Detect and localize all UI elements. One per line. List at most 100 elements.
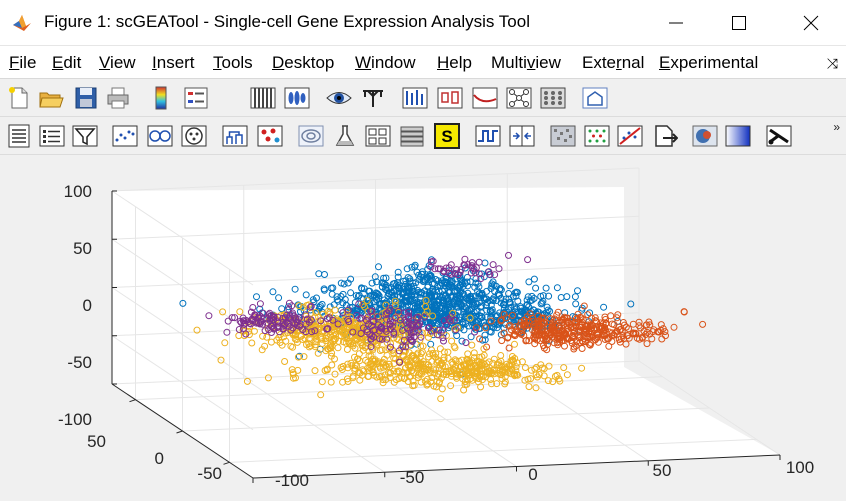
flask-button[interactable] — [332, 123, 358, 149]
scatter-point — [417, 350, 425, 357]
menu-edit[interactable]: Edit — [52, 53, 82, 72]
scatter-point — [407, 329, 415, 337]
grid-network-button[interactable] — [540, 85, 566, 111]
scatter-point — [354, 292, 362, 300]
split-button[interactable] — [509, 123, 535, 149]
target-button[interactable] — [181, 123, 207, 149]
y-tick-label: 50 — [87, 432, 106, 451]
open-file-button[interactable] — [38, 85, 64, 111]
close-button[interactable] — [788, 0, 834, 46]
house-icon — [582, 87, 608, 109]
scatter-point — [544, 377, 552, 385]
bar-markers-button[interactable] — [402, 85, 428, 111]
scatter-point — [458, 337, 466, 345]
print-button[interactable] — [105, 85, 131, 111]
save-icon — [75, 87, 97, 109]
colorbar-button[interactable] — [148, 85, 174, 111]
list-button[interactable] — [39, 123, 65, 149]
scatter-point — [323, 332, 330, 340]
x-tick-label: 50 — [653, 461, 672, 480]
scatter-point — [251, 311, 259, 319]
scatter-point — [421, 276, 428, 284]
scatter-point — [530, 295, 538, 302]
scatter-point — [414, 304, 422, 312]
scatter-point — [259, 320, 267, 328]
stripes-button[interactable] — [250, 85, 276, 111]
blob-button[interactable] — [692, 123, 718, 149]
export-button[interactable] — [652, 123, 678, 149]
diagonal-button[interactable] — [617, 123, 643, 149]
gradient-button[interactable] — [725, 123, 751, 149]
scatter-point — [493, 316, 500, 324]
scatter-point — [543, 346, 551, 354]
scatter-point — [374, 358, 382, 366]
scatter-point — [383, 309, 391, 317]
s-badge-button[interactable]: S — [434, 123, 460, 149]
scatter-point — [358, 285, 366, 293]
boxplot-button[interactable] — [437, 85, 463, 111]
z-tick-label: -100 — [58, 410, 92, 429]
scatter-point — [567, 317, 575, 325]
new-figure-button[interactable] — [6, 85, 32, 111]
scatter-point — [613, 328, 621, 336]
menu-experimental[interactable]: Experimental — [659, 53, 759, 72]
violin-button[interactable] — [284, 85, 310, 111]
scatter-point — [544, 306, 552, 314]
ellipse-button[interactable] — [298, 123, 324, 149]
minimize-button[interactable] — [653, 0, 699, 46]
menu-file[interactable]: File — [9, 53, 37, 72]
scatter-point — [405, 319, 413, 327]
house-button[interactable] — [582, 85, 608, 111]
scatter-point — [427, 263, 435, 271]
axis-line — [223, 461, 230, 465]
blob-icon — [692, 125, 718, 147]
menu-help[interactable]: Help — [437, 53, 472, 72]
noise-button[interactable] — [550, 123, 576, 149]
scatter-point — [538, 299, 546, 307]
tree-button[interactable] — [360, 85, 386, 111]
scatter-point — [435, 299, 443, 306]
scatter-point — [263, 333, 271, 341]
menu-tools[interactable]: Tools — [213, 53, 253, 72]
red-dots-button[interactable] — [257, 123, 283, 149]
cluster-circles-button[interactable] — [147, 123, 173, 149]
chevron-right-icon[interactable]: » — [833, 120, 840, 134]
scissors-button[interactable] — [766, 123, 792, 149]
scatter-point — [439, 326, 447, 334]
curve-button[interactable] — [472, 85, 498, 111]
wave-button[interactable] — [475, 123, 501, 149]
maximize-button[interactable] — [716, 0, 762, 46]
menu-external[interactable]: External — [582, 53, 645, 72]
blocks-button[interactable] — [365, 123, 391, 149]
scatter-point — [497, 352, 505, 359]
legend-button[interactable] — [183, 85, 209, 111]
save-button[interactable] — [73, 85, 99, 111]
dot-grid-button[interactable] — [584, 123, 610, 149]
scatter-point — [477, 275, 485, 283]
scatter-point — [523, 313, 531, 321]
stack-button[interactable] — [399, 123, 425, 149]
scatter-point — [367, 292, 375, 300]
menu-insert[interactable]: Insert — [152, 53, 195, 72]
scatter-3d-plot[interactable]: 100 50 0 -50 -100 50 0 -50 -100 -50 0 50… — [0, 155, 846, 501]
scatter-point — [318, 335, 326, 343]
menu-window[interactable]: Window — [355, 53, 416, 72]
scatter-point — [642, 321, 650, 329]
text-list-button[interactable] — [6, 123, 32, 149]
eye-button[interactable] — [326, 85, 352, 111]
dendrogram-button[interactable] — [222, 123, 248, 149]
figure-canvas[interactable]: 100 50 0 -50 -100 50 0 -50 -100 -50 0 50… — [0, 155, 846, 501]
scatter-point — [434, 265, 442, 273]
menu-multiview[interactable]: Multiview — [491, 53, 561, 72]
network-button[interactable] — [506, 85, 532, 111]
scatter-point — [472, 324, 480, 332]
z-tick-label: 50 — [73, 239, 92, 258]
filter-button[interactable] — [72, 123, 98, 149]
menu-desktop[interactable]: Desktop — [272, 53, 335, 72]
dock-arrow-icon[interactable]: ⤨ — [826, 55, 838, 71]
window-titlebar[interactable]: Figure 1: scGEATool - Single-cell Gene E… — [0, 0, 846, 46]
scatter-dots-button[interactable] — [112, 123, 138, 149]
scatter-point — [221, 339, 229, 347]
scatter-point — [391, 301, 399, 309]
menu-view[interactable]: View — [99, 53, 136, 72]
